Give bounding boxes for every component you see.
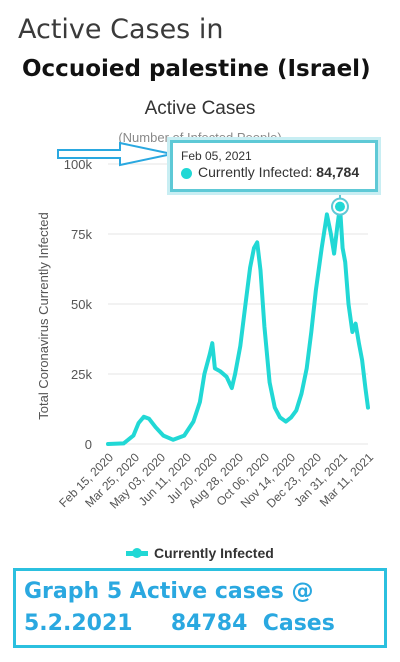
page-heading-line2: Occuoied palestine (Israel) bbox=[22, 56, 371, 82]
tooltip-date: Feb 05, 2021 bbox=[181, 149, 252, 163]
highlight-point bbox=[334, 201, 345, 212]
data-tooltip: Feb 05, 2021 Currently Infected: 84,784 bbox=[170, 140, 378, 192]
caption-box: Graph 5 Active cases @ 5.2.2021 84784 Ca… bbox=[13, 568, 387, 648]
y-tick-label: 25k bbox=[71, 367, 92, 382]
tooltip-value-line: Currently Infected: 84,784 bbox=[198, 164, 359, 180]
series-line-currently-infected bbox=[106, 204, 370, 446]
page-heading-line1: Active Cases in bbox=[18, 14, 224, 45]
y-axis-label: Total Coronavirus Currently Infected bbox=[36, 212, 51, 419]
tooltip-value: 84,784 bbox=[316, 164, 360, 180]
tooltip-series-label: Currently Infected: bbox=[198, 164, 313, 180]
legend-line-marker-icon bbox=[126, 547, 148, 558]
y-tick-label: 75k bbox=[71, 227, 92, 242]
legend-label: Currently Infected bbox=[154, 545, 274, 561]
caption-line2: 5.2.2021 84784 Cases bbox=[24, 611, 335, 636]
active-cases-chart: 0 25k 50k 75k 100k Total Coronavirus Currentl… bbox=[36, 141, 376, 512]
caption-line1: Graph 5 Active cases @ bbox=[24, 579, 314, 604]
y-tick-label: 100k bbox=[64, 157, 93, 172]
y-tick-label: 50k bbox=[71, 297, 92, 312]
chart-legend[interactable]: Currently Infected bbox=[126, 544, 274, 562]
y-tick-label: 0 bbox=[85, 437, 92, 452]
chart-title: Active Cases bbox=[144, 98, 256, 119]
tooltip-series-dot-icon bbox=[181, 168, 192, 179]
annotation-arrow-icon bbox=[57, 141, 173, 167]
